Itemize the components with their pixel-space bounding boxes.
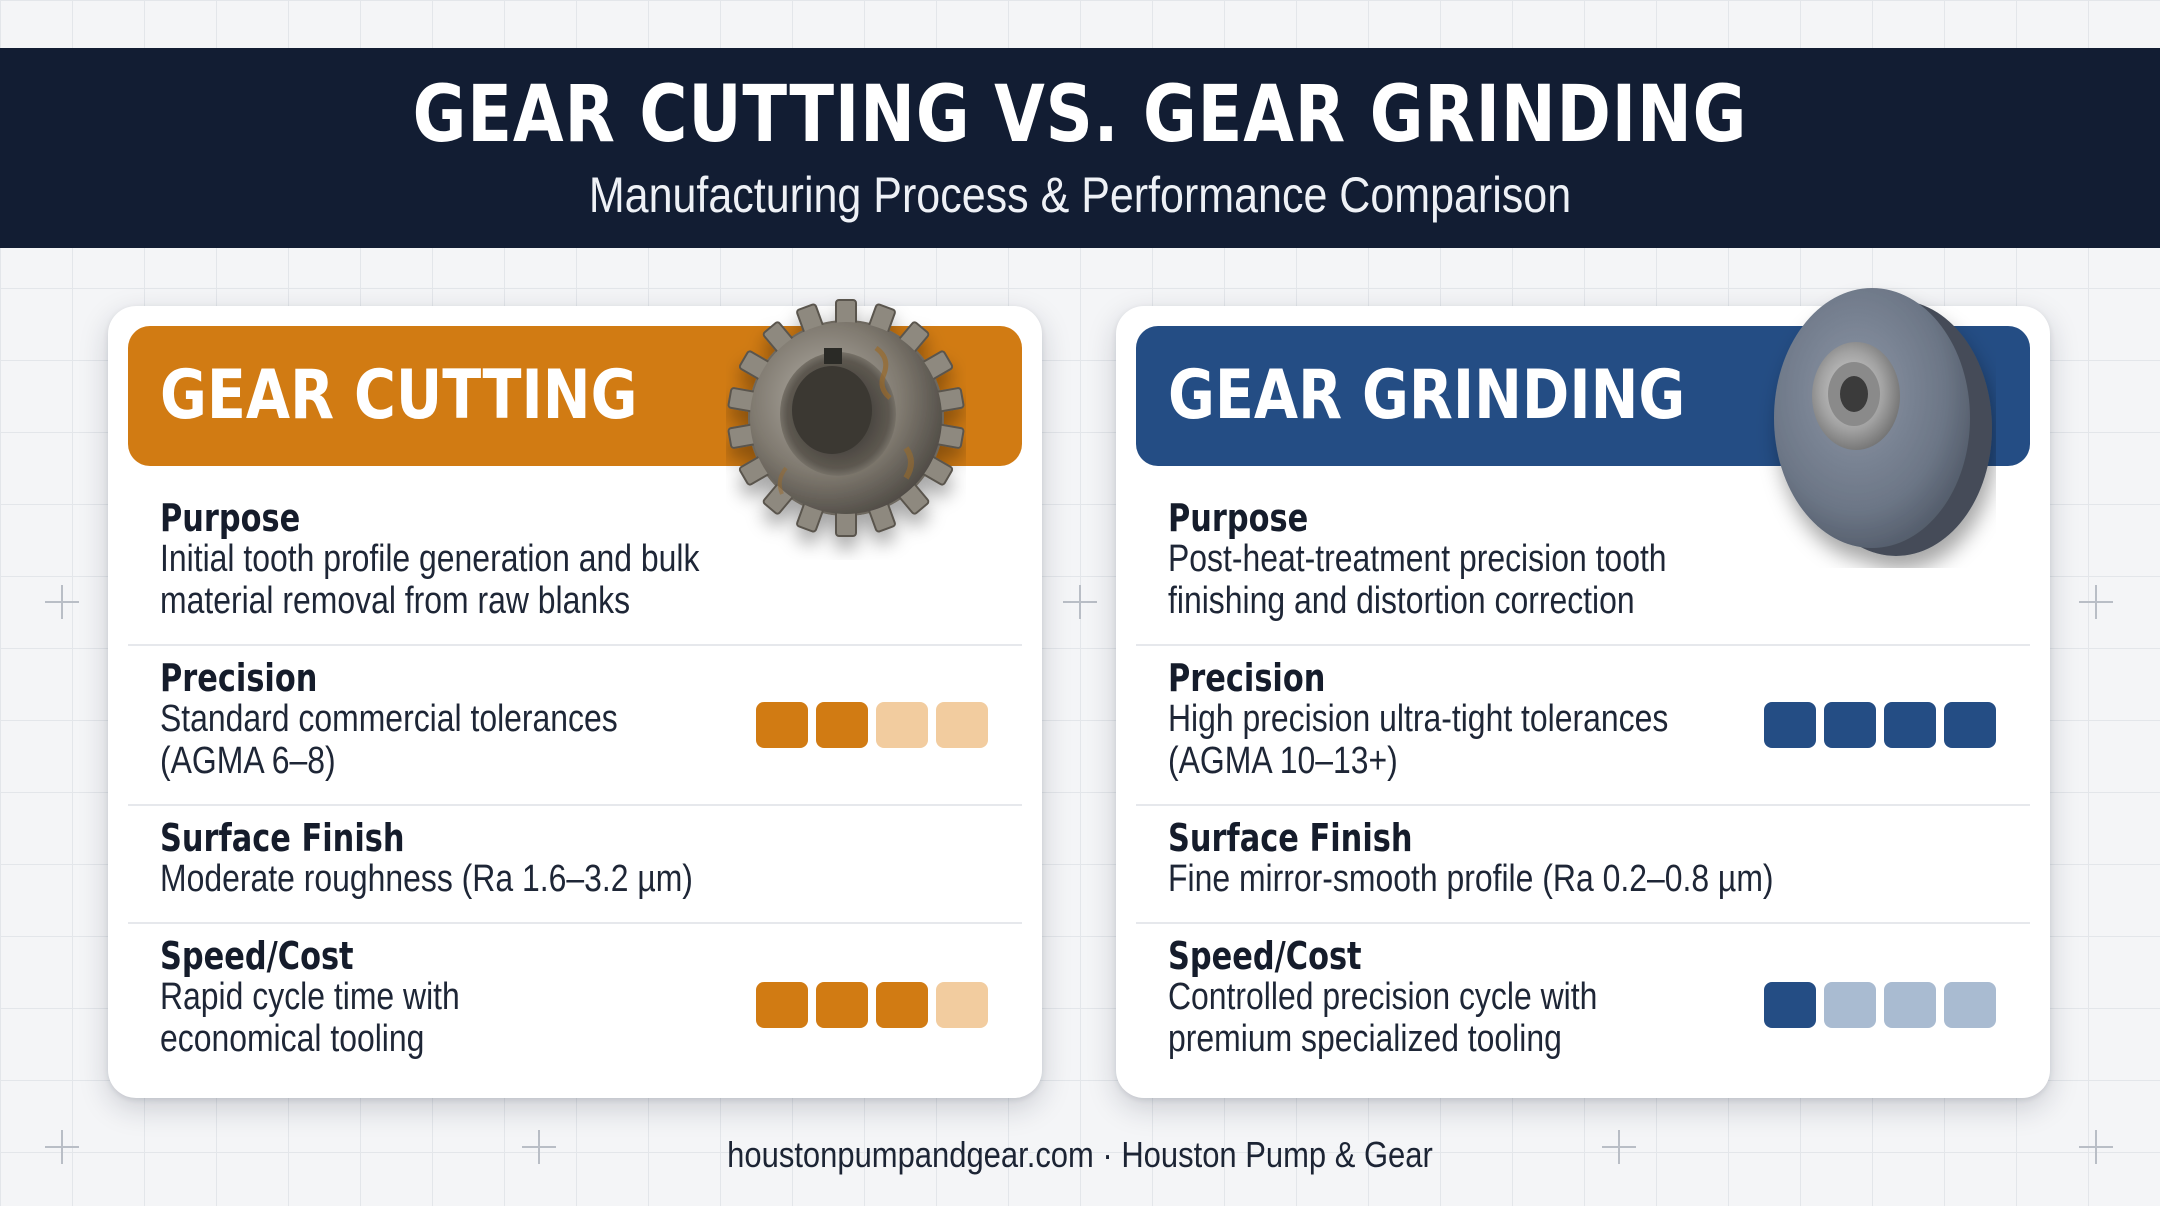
rating-segment — [756, 982, 808, 1028]
precision-line: (AGMA 6–8) — [160, 740, 336, 782]
purpose-description: Post-heat-treatment precision tooth fini… — [1168, 538, 1667, 622]
spur-gear-icon — [727, 299, 965, 537]
speed-cost-description: Rapid cycle time with economical tooling — [160, 976, 460, 1060]
speed-rating-meter — [756, 982, 988, 1028]
row-divider — [128, 644, 1022, 646]
rating-segment — [1884, 702, 1936, 748]
grid-cross-mark — [1602, 1130, 1636, 1164]
speed-cost-description: Controlled precision cycle with premium … — [1168, 976, 1597, 1060]
grid-cross-mark — [2079, 585, 2113, 619]
finish-line: Fine mirror-smooth profile (Ra 0.2–0.8 µ… — [1168, 858, 1774, 900]
precision-rating-meter — [756, 702, 988, 748]
gear-cutting-card: GEAR CUTTING — [108, 299, 1042, 1098]
page-subtitle: Manufacturing Process & Performance Comp… — [588, 167, 1572, 223]
speed-cost-label: Speed/Cost — [160, 934, 354, 978]
purpose-line: finishing and distortion correction — [1168, 580, 1635, 622]
row-divider — [1136, 804, 2030, 806]
precision-description: High precision ultra-tight tolerances (A… — [1168, 698, 1668, 782]
title-banner: GEAR CUTTING VS. GEAR GRINDING Manufactu… — [0, 48, 2160, 248]
precision-line: (AGMA 10–13+) — [1168, 740, 1398, 782]
purpose-line: material removal from raw blanks — [160, 580, 631, 622]
precision-line: High precision ultra-tight tolerances — [1168, 698, 1669, 740]
speed-line: economical tooling — [160, 1018, 425, 1060]
precision-line: Standard commercial tolerances — [160, 698, 618, 740]
rating-segment — [1764, 982, 1816, 1028]
grid-cross-mark — [1063, 585, 1097, 619]
purpose-line: Post-heat-treatment precision tooth — [1168, 538, 1667, 580]
rating-segment — [1944, 982, 1996, 1028]
rating-segment — [756, 702, 808, 748]
purpose-label: Purpose — [160, 496, 301, 540]
gear-cutting-title: GEAR CUTTING — [160, 356, 638, 435]
page-title: GEAR CUTTING VS. GEAR GRINDING — [412, 70, 1748, 160]
precision-label: Precision — [160, 656, 318, 700]
purpose-description: Initial tooth profile generation and bul… — [160, 538, 699, 622]
surface-finish-description: Fine mirror-smooth profile (Ra 0.2–0.8 µ… — [1168, 858, 1774, 900]
row-divider — [128, 804, 1022, 806]
grinding-wheel-icon — [1774, 288, 1992, 556]
gear-grinding-title: GEAR GRINDING — [1168, 356, 1686, 435]
rating-segment — [1764, 702, 1816, 748]
speed-rating-meter — [1764, 982, 1996, 1028]
speed-line: premium specialized tooling — [1168, 1018, 1562, 1060]
rating-segment — [876, 982, 928, 1028]
speed-cost-label: Speed/Cost — [1168, 934, 1362, 978]
precision-label: Precision — [1168, 656, 1326, 700]
rating-segment — [1944, 702, 1996, 748]
precision-description: Standard commercial tolerances (AGMA 6–8… — [160, 698, 618, 782]
rating-segment — [936, 982, 988, 1028]
row-divider — [128, 922, 1022, 924]
speed-line: Rapid cycle time with — [160, 976, 460, 1018]
surface-finish-description: Moderate roughness (Ra 1.6–3.2 µm) — [160, 858, 693, 900]
grid-cross-mark — [2079, 1130, 2113, 1164]
grid-cross-mark — [45, 1130, 79, 1164]
rating-segment — [1884, 982, 1936, 1028]
surface-finish-label: Surface Finish — [1168, 816, 1413, 860]
surface-finish-label: Surface Finish — [160, 816, 405, 860]
row-divider — [1136, 644, 2030, 646]
gear-grinding-card: GEAR GRINDING Purpose — [1116, 288, 2050, 1098]
rating-segment — [816, 702, 868, 748]
precision-rating-meter — [1764, 702, 1996, 748]
grid-cross-mark — [522, 1130, 556, 1164]
rating-segment — [876, 702, 928, 748]
footer-credit: houstonpumpandgear.com · Houston Pump & … — [727, 1134, 1433, 1175]
finish-line: Moderate roughness (Ra 1.6–3.2 µm) — [160, 858, 693, 900]
rating-segment — [1824, 982, 1876, 1028]
rating-segment — [816, 982, 868, 1028]
purpose-label: Purpose — [1168, 496, 1309, 540]
rating-segment — [936, 702, 988, 748]
grid-cross-mark — [45, 585, 79, 619]
purpose-line: Initial tooth profile generation and bul… — [160, 538, 700, 580]
speed-line: Controlled precision cycle with — [1168, 976, 1598, 1018]
row-divider — [1136, 922, 2030, 924]
rating-segment — [1824, 702, 1876, 748]
